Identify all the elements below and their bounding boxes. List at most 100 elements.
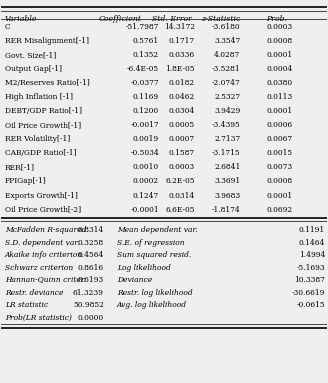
Text: 3.3547: 3.3547 bbox=[214, 37, 240, 45]
Text: 0.0001: 0.0001 bbox=[266, 107, 293, 115]
Text: -0.0377: -0.0377 bbox=[131, 79, 159, 87]
Text: z-Statistic: z-Statistic bbox=[201, 15, 241, 23]
Text: 10.3387: 10.3387 bbox=[294, 276, 325, 284]
Text: FPIGap[-1]: FPIGap[-1] bbox=[5, 177, 46, 185]
Text: 1.8E-05: 1.8E-05 bbox=[165, 65, 195, 73]
Text: Oil Price Growth[-2]: Oil Price Growth[-2] bbox=[5, 206, 81, 214]
Text: 0.0008: 0.0008 bbox=[266, 37, 293, 45]
Text: -51.7987: -51.7987 bbox=[126, 23, 159, 31]
Text: 3.9683: 3.9683 bbox=[214, 192, 240, 200]
Text: CAB/GDP Ratio[-1]: CAB/GDP Ratio[-1] bbox=[5, 149, 76, 157]
Text: 0.0000: 0.0000 bbox=[78, 314, 104, 322]
Text: 0.1464: 0.1464 bbox=[298, 239, 325, 247]
Text: -30.6619: -30.6619 bbox=[292, 289, 325, 297]
Text: 0.0380: 0.0380 bbox=[266, 79, 293, 87]
Text: 0.3258: 0.3258 bbox=[78, 239, 104, 247]
Text: M2/Reserves Ratio[-1]: M2/Reserves Ratio[-1] bbox=[5, 79, 90, 87]
Text: Sum squared resid.: Sum squared resid. bbox=[117, 251, 191, 259]
Text: 0.8314: 0.8314 bbox=[78, 226, 104, 234]
Text: 2.7137: 2.7137 bbox=[214, 135, 240, 143]
Text: Log likelihood: Log likelihood bbox=[117, 264, 171, 272]
Text: 0.0304: 0.0304 bbox=[169, 107, 195, 115]
Text: 0.8616: 0.8616 bbox=[78, 264, 104, 272]
Text: 0.1191: 0.1191 bbox=[299, 226, 325, 234]
Text: 0.0001: 0.0001 bbox=[266, 192, 293, 200]
Text: 3.9429: 3.9429 bbox=[214, 107, 240, 115]
Text: Hannan-Quinn criter.: Hannan-Quinn criter. bbox=[5, 276, 86, 284]
Text: 0.6193: 0.6193 bbox=[78, 276, 104, 284]
Text: 0.0113: 0.0113 bbox=[266, 93, 293, 101]
Text: 0.0004: 0.0004 bbox=[266, 65, 293, 73]
Text: 0.5761: 0.5761 bbox=[133, 37, 159, 45]
Text: 1.4994: 1.4994 bbox=[298, 251, 325, 259]
Text: Mean dependent var.: Mean dependent var. bbox=[117, 226, 197, 234]
Text: 0.0005: 0.0005 bbox=[169, 121, 195, 129]
Text: 0.0314: 0.0314 bbox=[169, 192, 195, 200]
Text: -3.6180: -3.6180 bbox=[212, 23, 240, 31]
Text: 0.1200: 0.1200 bbox=[133, 107, 159, 115]
Text: 0.0010: 0.0010 bbox=[133, 164, 159, 171]
Text: 0.0001: 0.0001 bbox=[266, 51, 293, 59]
Text: 0.0182: 0.0182 bbox=[169, 79, 195, 87]
Text: C: C bbox=[5, 23, 10, 31]
Text: 0.1587: 0.1587 bbox=[169, 149, 195, 157]
Text: 0.0336: 0.0336 bbox=[169, 51, 195, 59]
Text: 61.3239: 61.3239 bbox=[73, 289, 104, 297]
Text: Prob.: Prob. bbox=[266, 15, 287, 23]
Text: -1.8174: -1.8174 bbox=[212, 206, 240, 214]
Text: -0.5034: -0.5034 bbox=[130, 149, 159, 157]
Text: -3.1715: -3.1715 bbox=[212, 149, 240, 157]
Text: Oil Price Growth[-1]: Oil Price Growth[-1] bbox=[5, 121, 81, 129]
Text: McFadden R-squared: McFadden R-squared bbox=[5, 226, 86, 234]
Text: 0.1352: 0.1352 bbox=[133, 51, 159, 59]
Text: 0.1717: 0.1717 bbox=[169, 37, 195, 45]
Text: 0.4564: 0.4564 bbox=[77, 251, 104, 259]
Text: Std. Error: Std. Error bbox=[152, 15, 192, 23]
Text: -0.0615: -0.0615 bbox=[297, 301, 325, 309]
Text: 0.0462: 0.0462 bbox=[169, 93, 195, 101]
Text: 0.0007: 0.0007 bbox=[169, 135, 195, 143]
Text: 0.0019: 0.0019 bbox=[133, 135, 159, 143]
Text: 0.1247: 0.1247 bbox=[133, 192, 159, 200]
Text: 0.0015: 0.0015 bbox=[266, 149, 293, 157]
Text: 50.9852: 50.9852 bbox=[73, 301, 104, 309]
Text: 0.0073: 0.0073 bbox=[266, 164, 293, 171]
Text: RER Misalignment[-1]: RER Misalignment[-1] bbox=[5, 37, 89, 45]
Text: -6.4E-05: -6.4E-05 bbox=[127, 65, 159, 73]
Text: LR statistic: LR statistic bbox=[5, 301, 48, 309]
Text: 0.0003: 0.0003 bbox=[169, 164, 195, 171]
Text: Avg. log likelihood: Avg. log likelihood bbox=[117, 301, 187, 309]
Text: Restr. log likelihood: Restr. log likelihood bbox=[117, 289, 193, 297]
Text: RER[-1]: RER[-1] bbox=[5, 164, 35, 171]
Text: 0.0692: 0.0692 bbox=[266, 206, 293, 214]
Text: 6.2E-05: 6.2E-05 bbox=[165, 177, 195, 185]
Text: -2.0747: -2.0747 bbox=[212, 79, 240, 87]
Text: Variable: Variable bbox=[5, 15, 37, 23]
Text: 0.0002: 0.0002 bbox=[133, 177, 159, 185]
Text: RER Volatility[-1]: RER Volatility[-1] bbox=[5, 135, 70, 143]
Text: 3.3691: 3.3691 bbox=[214, 177, 240, 185]
Text: 6.6E-05: 6.6E-05 bbox=[165, 206, 195, 214]
Text: -3.4395: -3.4395 bbox=[212, 121, 240, 129]
Text: -5.1693: -5.1693 bbox=[297, 264, 325, 272]
Text: -0.0017: -0.0017 bbox=[131, 121, 159, 129]
Text: 14.3172: 14.3172 bbox=[164, 23, 195, 31]
Text: Prob(LR statistic): Prob(LR statistic) bbox=[5, 314, 72, 322]
Text: 4.0287: 4.0287 bbox=[214, 51, 240, 59]
Text: Exports Growth[-1]: Exports Growth[-1] bbox=[5, 192, 77, 200]
Text: 0.0008: 0.0008 bbox=[266, 177, 293, 185]
Text: 0.1169: 0.1169 bbox=[133, 93, 159, 101]
Text: Output Gap[-1]: Output Gap[-1] bbox=[5, 65, 62, 73]
Text: High Inflation [-1]: High Inflation [-1] bbox=[5, 93, 72, 101]
Text: S.D. dependent var.: S.D. dependent var. bbox=[5, 239, 79, 247]
Text: Restr. deviance: Restr. deviance bbox=[5, 289, 63, 297]
Text: DEBT/GDP Ratio[-1]: DEBT/GDP Ratio[-1] bbox=[5, 107, 82, 115]
Text: 2.6841: 2.6841 bbox=[214, 164, 240, 171]
Text: -3.5281: -3.5281 bbox=[212, 65, 240, 73]
Text: -0.0001: -0.0001 bbox=[131, 206, 159, 214]
Text: Deviance: Deviance bbox=[117, 276, 152, 284]
Text: Schwarz criterion: Schwarz criterion bbox=[5, 264, 73, 272]
Text: Akaike info criterion: Akaike info criterion bbox=[5, 251, 83, 259]
Text: 2.5327: 2.5327 bbox=[214, 93, 240, 101]
Text: 0.0006: 0.0006 bbox=[266, 121, 293, 129]
